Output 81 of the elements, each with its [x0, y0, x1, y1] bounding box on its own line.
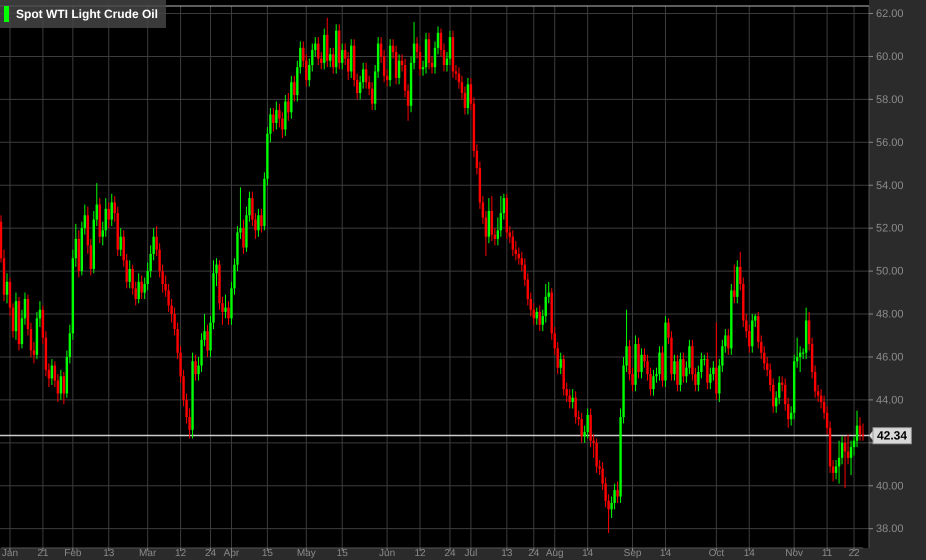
x-tick-label: 12 — [175, 548, 187, 560]
x-tick-label: Jan — [2, 548, 18, 560]
y-tick-label: 40.00 — [876, 480, 904, 492]
y-tick-label: 48.00 — [876, 308, 904, 321]
candlestick — [272, 107, 275, 132]
candlestick — [62, 371, 66, 405]
candlestick — [287, 92, 290, 122]
candlestick — [332, 47, 334, 74]
x-tick-label: Mar — [139, 548, 157, 560]
candlestick — [275, 101, 278, 130]
candlestick — [50, 358, 54, 386]
x-tick-label: 12 — [414, 548, 426, 560]
x-tick-label: Jul — [464, 548, 478, 560]
x-tick-label: 24 — [444, 548, 456, 560]
candlestick — [466, 77, 470, 115]
x-tick-label: 24 — [204, 548, 217, 560]
y-tick-label: 58.00 — [876, 94, 904, 106]
y-tick-label: 62.00 — [876, 8, 904, 20]
y-tick-label: 50.00 — [876, 266, 904, 278]
candlestick — [137, 272, 140, 304]
candlestick — [341, 43, 344, 70]
y-tick-label: 54.00 — [876, 180, 904, 192]
x-tick-label: Feb — [64, 548, 82, 560]
candlestick — [329, 47, 332, 68]
candlestick — [574, 390, 577, 424]
y-tick-label: 60.00 — [876, 50, 904, 63]
candlestick — [128, 260, 131, 289]
candlestick — [682, 352, 685, 384]
candlestick — [560, 352, 562, 375]
x-tick-label: 14 — [744, 548, 756, 560]
candlestick — [538, 304, 541, 332]
candlestick — [140, 274, 143, 300]
candlestick — [490, 195, 494, 242]
x-tick-label: 13 — [501, 548, 513, 560]
candlestick — [60, 369, 62, 400]
candlestick — [706, 352, 709, 390]
x-tick-label: 13 — [103, 548, 115, 560]
legend-label: Spot WTI Light Crude Oil — [16, 7, 158, 21]
y-tick-label: 46.00 — [876, 351, 904, 364]
x-tick-label: 14 — [582, 548, 594, 560]
x-tick-label: 11 — [822, 548, 833, 560]
x-tick-label: 21 — [37, 548, 49, 560]
y-tick-label: 52.00 — [876, 222, 904, 235]
candlestick — [257, 208, 260, 238]
x-tick-label: 24 — [528, 548, 540, 560]
x-tick-label: Nov — [785, 548, 804, 560]
x-tick-label: 15 — [262, 548, 274, 560]
candlestick — [317, 36, 320, 66]
candlestick — [120, 228, 122, 257]
candlestick — [733, 264, 736, 304]
x-tick-label: Oct — [708, 548, 724, 560]
x-tick-label: 14 — [660, 548, 672, 560]
x-tick-label: May — [296, 548, 316, 560]
ref-line-label: 42.34 — [877, 428, 908, 443]
candlestick — [110, 193, 113, 227]
candlestick — [398, 54, 400, 85]
candlestick — [616, 480, 619, 504]
x-tick-label: Sep — [624, 548, 642, 560]
candlestick — [108, 202, 110, 229]
candlestick — [673, 354, 676, 382]
candlestick — [293, 75, 296, 102]
x-tick-label: Jun — [379, 548, 396, 560]
y-tick-label: 38.00 — [876, 523, 904, 536]
y-tick-label: 44.00 — [876, 394, 904, 406]
candlestick — [571, 388, 574, 409]
candlestick — [676, 354, 679, 392]
candlestick — [536, 307, 538, 326]
candlestick — [595, 438, 598, 474]
candlestick — [194, 354, 197, 382]
x-tick-label: Apr — [224, 548, 240, 560]
candlestick — [727, 328, 730, 356]
candlestick — [512, 230, 514, 257]
candlestick — [242, 219, 245, 254]
x-tick-label: Aug — [546, 548, 564, 560]
x-tick-label: 15 — [336, 548, 348, 560]
x-tick-label: 22 — [848, 548, 860, 560]
candlestick — [586, 408, 589, 440]
y-tick-label: 56.00 — [876, 136, 904, 149]
candlestick — [838, 440, 840, 484]
candlestick — [580, 412, 583, 444]
candlestick — [260, 208, 263, 233]
